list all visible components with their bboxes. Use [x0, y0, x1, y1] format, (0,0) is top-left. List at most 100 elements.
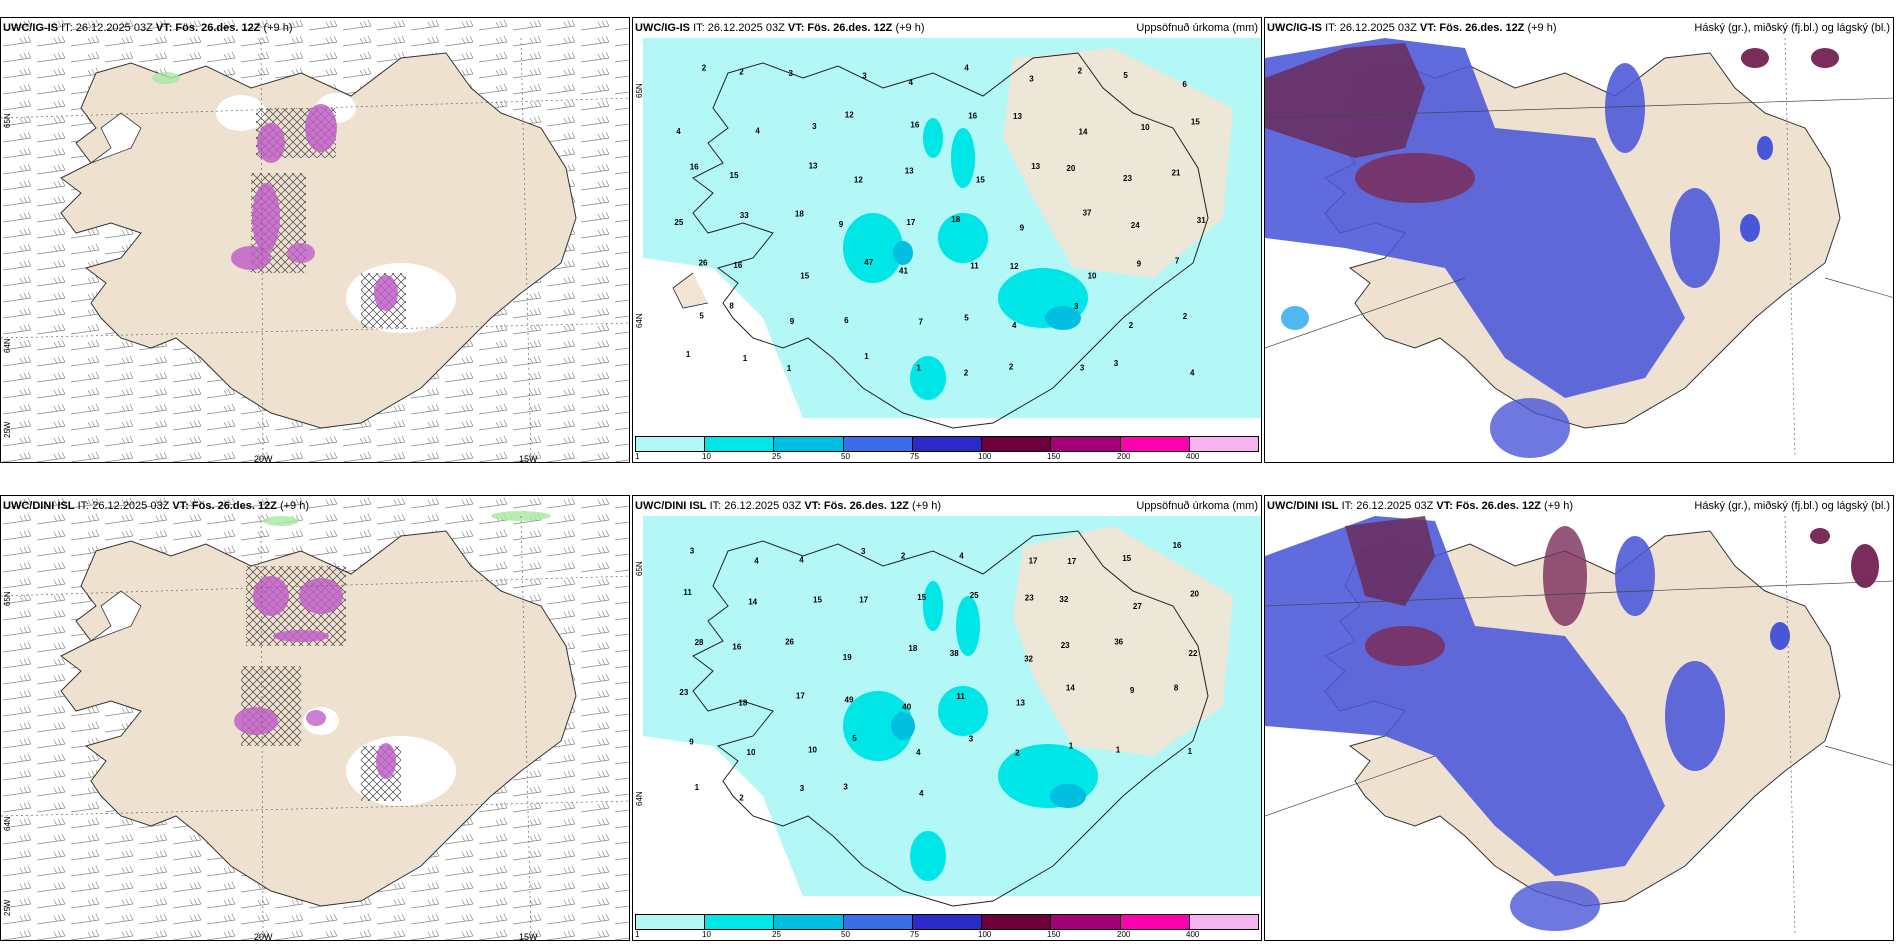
precip-value-label: 4	[964, 64, 969, 73]
lon-label-15w: 15W	[519, 454, 538, 463]
iceland-outline	[60, 52, 577, 429]
colorbar-swatch	[1188, 436, 1259, 452]
lead-time: (+9 h)	[911, 500, 942, 512]
precip-value-label: 2	[1009, 363, 1014, 372]
colorbar-swatch	[635, 436, 705, 452]
precip-value-label: 5	[1123, 71, 1128, 80]
precip-value-label: 31	[1197, 216, 1206, 225]
panel-header: UWC/DINI ISL IT: 26.12.2025 03Z VT: Fös.…	[1267, 500, 1573, 512]
precip-value-label: 2	[1183, 312, 1188, 321]
precip-value-label: 2	[702, 64, 707, 73]
init-time: IT: 26.12.2025 03Z	[1325, 22, 1417, 34]
colorbar-tick: 100	[978, 452, 992, 461]
colorbar-swatch	[1119, 914, 1189, 930]
precip-value-label: 5	[852, 734, 857, 743]
precip-value-label: 4	[755, 127, 760, 136]
valid-label: VT:	[804, 500, 821, 512]
precip-value-label: 4	[916, 748, 921, 757]
precip-value-label: 13	[1013, 112, 1022, 121]
colorbar-tick: 75	[910, 452, 919, 461]
precip-value-label: 3	[800, 784, 805, 793]
precip-value-label: 47	[864, 258, 873, 267]
colorbar-swatch	[981, 436, 1051, 452]
precip-value-label: 20	[1066, 164, 1075, 173]
precip-value-label: 7	[919, 317, 924, 326]
precip-value-label: 1	[1116, 746, 1121, 755]
precip-value-label: 11	[956, 692, 965, 701]
precip-value-label: 10	[747, 748, 756, 757]
valid-label: VT:	[1436, 500, 1453, 512]
model-name: UWC/DINI ISL	[635, 500, 707, 512]
precip-value-label: 15	[976, 176, 985, 185]
colorbar-swatch	[704, 436, 774, 452]
precip-value-label: 13	[905, 166, 914, 175]
precip-value-label: 14	[748, 598, 757, 607]
precip-value-label: 2	[901, 551, 906, 560]
colorbar-tick: 100	[978, 930, 992, 939]
precip-value-label: 1	[787, 364, 792, 373]
cloud-map-svg	[1265, 515, 1893, 937]
colorbar-swatch	[1050, 914, 1120, 930]
precip-value-label: 4	[1190, 369, 1195, 378]
precip-value-label: 17	[906, 218, 915, 227]
precip-value-label: 3	[861, 547, 866, 556]
precip-value-label: 9	[839, 220, 844, 229]
precip-value-label: 11	[683, 588, 692, 597]
precip-value-label: 15	[813, 596, 822, 605]
valid-label: VT:	[172, 500, 189, 512]
colorbar-swatch	[842, 436, 912, 452]
precip-value-label: 24	[1131, 221, 1140, 230]
colorbar-swatch	[704, 914, 774, 930]
precip-value-label: 15	[730, 171, 739, 180]
precip-value-label: 9	[689, 738, 694, 747]
precip-value-label: 15	[800, 272, 809, 281]
precip-value-label: 2	[1129, 321, 1134, 330]
init-time: IT: 26.12.2025 03Z	[77, 500, 170, 512]
precip-value-label: 1	[743, 354, 748, 363]
valid-time: Fös. 26.des. 12Z	[175, 22, 261, 34]
panel-header: UWC/DINI ISL IT: 26.12.2025 03Z VT: Fös.…	[635, 500, 941, 512]
valid-label: VT:	[787, 22, 805, 34]
precip-value-label: 18	[908, 644, 917, 653]
precip-value-label: 3	[690, 547, 695, 556]
wind-map-svg	[1, 496, 629, 940]
cloud-map-bottom: UWC/DINI ISL IT: 26.12.2025 03Z VT: Fös.…	[1264, 495, 1894, 941]
precip-value-label: 15	[917, 593, 926, 602]
colorbar-tick: 150	[1047, 930, 1061, 939]
colorbar-swatch	[1119, 436, 1189, 452]
model-name: UWC/IG-IS	[1267, 22, 1322, 34]
precip-value-label: 15	[1191, 117, 1200, 126]
precip-value-label: 4	[909, 78, 914, 87]
precip-value-label: 12	[1010, 262, 1019, 271]
precip-value-label: 23	[1123, 174, 1132, 183]
precip-value-label: 16	[690, 162, 699, 171]
precip-value-label: 6	[844, 316, 849, 325]
precip-title: Uppsöfnuð úrkoma (mm)	[1136, 500, 1258, 512]
precip-value-label: 4	[676, 127, 681, 136]
lat-label-64n: 64N	[635, 313, 644, 328]
precip-value-label: 1	[916, 363, 921, 372]
precip-value-label: 9	[1020, 224, 1025, 233]
precip-value-label: 13	[809, 162, 818, 171]
lead-time: (+9 h)	[263, 22, 293, 34]
precip-value-label: 40	[902, 702, 911, 711]
panel-header: UWC/IG-IS IT: 26.12.2025 03Z VT: Fös. 26…	[1267, 22, 1557, 34]
precip-value-label: 38	[950, 649, 959, 658]
colorbar-tick: 1	[635, 452, 640, 461]
precip-value-label: 41	[899, 267, 908, 276]
precip-value-label: 10	[1088, 272, 1097, 281]
lat-label-65n: 65N	[3, 113, 12, 128]
colorbar-tick: 1	[635, 930, 640, 939]
precip-value-label: 9	[1137, 260, 1142, 269]
panel-header: UWC/IG-IS IT: 26.12.2025 03Z VT: Fös. 26…	[3, 22, 293, 34]
precip-value-label: 16	[968, 111, 977, 120]
panel-header: UWC/DINI ISL IT: 26.12.2025 03Z VT: Fös.…	[3, 500, 309, 512]
precip-value-label: 26	[785, 638, 794, 647]
colorbar-tick: 25	[772, 452, 781, 461]
precip-value-label: 20	[1190, 590, 1199, 599]
colorbar-tick: 400	[1186, 930, 1200, 939]
lat-label-64n: 64N	[3, 816, 12, 831]
precip-value-label: 17	[1067, 557, 1076, 566]
precip-value-label: 33	[740, 211, 749, 220]
